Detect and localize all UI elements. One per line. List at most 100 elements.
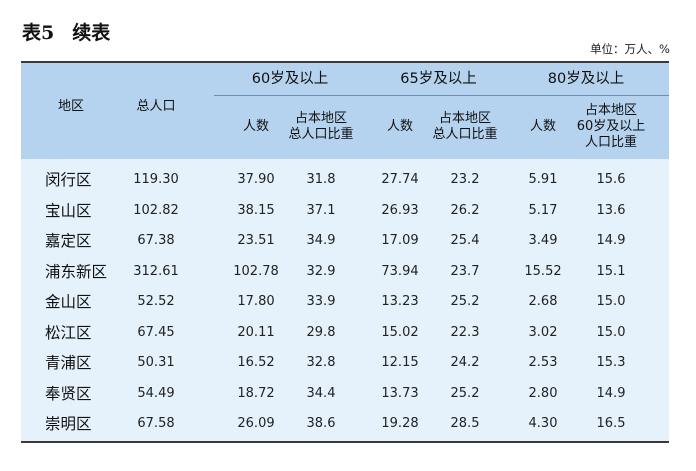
header-share-80: 占本地区 60岁及以上 人口比重 xyxy=(569,103,653,151)
cell-share-60: 31.8 xyxy=(306,172,336,187)
header-count-65: 人数 xyxy=(386,119,413,134)
cell-total-population: 67.38 xyxy=(137,233,175,248)
cell-count-65: 13.73 xyxy=(381,385,419,401)
header-share-60-line2: 总人口比重 xyxy=(288,127,354,142)
table-row: 金山区 52.52 17.80 33.9 13.23 25.2 2.68 15.0 xyxy=(21,287,669,318)
header-share-65: 占本地区 总人口比重 xyxy=(426,111,504,143)
cell-count-80: 2.68 xyxy=(528,294,558,309)
cell-total-population: 52.52 xyxy=(137,294,175,309)
cell-share-80: 15.1 xyxy=(596,263,626,279)
cell-district: 松江区 xyxy=(45,323,92,342)
table-row: 浦东新区 312.61 102.78 32.9 73.94 23.7 15.52 15.1 xyxy=(21,257,669,288)
data-table: 地区 总人口 60岁及以上 65岁及以上 80岁及以上 人数 占本地区 总人口比… xyxy=(21,61,669,443)
cell-share-65: 28.5 xyxy=(450,416,480,431)
table-row: 崇明区 67.58 26.09 38.6 19.28 28.5 4.30 16.5 xyxy=(21,409,669,440)
cell-share-60: 32.9 xyxy=(306,263,336,279)
cell-count-65: 15.02 xyxy=(381,324,419,340)
cell-count-80: 3.49 xyxy=(528,233,558,248)
cell-share-80: 15.0 xyxy=(596,324,626,340)
cell-total-population: 54.49 xyxy=(137,385,175,401)
cell-total-population: 67.45 xyxy=(137,324,175,340)
cell-share-60: 34.9 xyxy=(306,233,336,248)
header-divider xyxy=(214,95,669,96)
cell-share-80: 15.6 xyxy=(596,172,626,187)
cell-count-80: 3.02 xyxy=(528,324,558,340)
cell-district: 闵行区 xyxy=(45,171,92,189)
cell-count-80: 2.80 xyxy=(528,385,558,401)
cell-share-65: 25.4 xyxy=(450,233,480,248)
cell-count-60: 26.09 xyxy=(237,416,275,431)
cell-count-80: 5.91 xyxy=(528,172,558,187)
cell-share-80: 14.9 xyxy=(596,385,626,401)
cell-share-60: 32.8 xyxy=(306,355,336,370)
cell-share-60: 38.6 xyxy=(306,416,336,431)
table-row: 嘉定区 67.38 23.51 34.9 17.09 25.4 3.49 14.9 xyxy=(21,226,669,257)
cell-count-60: 38.15 xyxy=(237,202,275,218)
cell-count-80: 5.17 xyxy=(528,202,558,218)
cell-share-65: 23.2 xyxy=(450,172,480,187)
table-title-text: 续表 xyxy=(72,22,111,44)
cell-total-population: 102.82 xyxy=(133,202,179,218)
cell-count-60: 20.11 xyxy=(237,324,275,340)
table-row: 青浦区 50.31 16.52 32.8 12.15 24.2 2.53 15.3 xyxy=(21,348,669,379)
cell-share-60: 34.4 xyxy=(306,385,336,401)
cell-count-65: 26.93 xyxy=(381,202,419,218)
cell-share-65: 25.2 xyxy=(450,385,480,401)
header-region: 地区 xyxy=(57,99,84,114)
cell-share-65: 26.2 xyxy=(450,202,480,218)
header-share-80-line2: 60岁及以上 xyxy=(576,119,646,134)
cell-share-60: 33.9 xyxy=(306,294,336,309)
cell-share-80: 15.3 xyxy=(596,355,626,370)
cell-count-65: 27.74 xyxy=(381,172,419,187)
cell-count-65: 19.28 xyxy=(381,416,419,431)
cell-share-60: 37.1 xyxy=(306,202,336,218)
cell-count-60: 23.51 xyxy=(237,233,275,248)
table-title: 表5 续表 xyxy=(22,18,110,45)
cell-count-60: 16.52 xyxy=(237,355,275,370)
cell-count-60: 17.80 xyxy=(237,294,275,309)
header-share-65-line2: 总人口比重 xyxy=(432,127,498,142)
header-share-60: 占本地区 总人口比重 xyxy=(283,111,359,143)
cell-district: 奉贤区 xyxy=(45,384,92,403)
header-share-65-line1: 占本地区 xyxy=(438,111,491,126)
table-number: 表5 xyxy=(22,22,55,44)
cell-count-60: 18.72 xyxy=(237,385,275,401)
cell-district: 嘉定区 xyxy=(45,232,92,250)
header-share-80-line3: 人口比重 xyxy=(584,135,637,150)
header-count-80: 人数 xyxy=(529,119,556,134)
cell-count-80: 4.30 xyxy=(528,416,558,431)
cell-total-population: 312.61 xyxy=(133,263,179,279)
cell-district: 崇明区 xyxy=(45,415,92,433)
header-group-65: 65岁及以上 xyxy=(400,71,477,87)
cell-share-80: 16.5 xyxy=(596,416,626,431)
header-share-80-line1: 占本地区 xyxy=(584,103,637,118)
table-row: 奉贤区 54.49 18.72 34.4 13.73 25.2 2.80 14.9 xyxy=(21,379,669,410)
table-row: 松江区 67.45 20.11 29.8 15.02 22.3 3.02 15.0 xyxy=(21,318,669,349)
cell-count-65: 13.23 xyxy=(381,294,419,309)
cell-district: 浦东新区 xyxy=(45,262,108,281)
cell-count-80: 15.52 xyxy=(524,263,562,279)
cell-share-80: 15.0 xyxy=(596,294,626,309)
unit-label: 单位：万人、% xyxy=(590,42,670,56)
header-count-60: 人数 xyxy=(242,119,269,134)
cell-count-65: 17.09 xyxy=(381,233,419,248)
cell-share-80: 13.6 xyxy=(596,202,626,218)
cell-district: 金山区 xyxy=(45,293,92,311)
cell-share-65: 24.2 xyxy=(450,355,480,370)
cell-count-80: 2.53 xyxy=(528,355,558,370)
cell-count-65: 73.94 xyxy=(381,263,419,279)
cell-district: 青浦区 xyxy=(45,354,92,372)
table-row: 宝山区 102.82 38.15 37.1 26.93 26.2 5.17 13.6 xyxy=(21,196,669,227)
cell-share-65: 23.7 xyxy=(450,263,480,279)
header-group-60: 60岁及以上 xyxy=(251,71,329,87)
table-header: 地区 总人口 60岁及以上 65岁及以上 80岁及以上 人数 占本地区 总人口比… xyxy=(21,63,669,159)
cell-count-60: 37.90 xyxy=(237,172,275,187)
header-share-60-line1: 占本地区 xyxy=(294,111,347,126)
cell-share-80: 14.9 xyxy=(596,233,626,248)
cell-total-population: 119.30 xyxy=(133,172,179,187)
cell-district: 宝山区 xyxy=(45,201,92,220)
cell-share-65: 25.2 xyxy=(450,294,480,309)
cell-total-population: 50.31 xyxy=(137,355,175,370)
cell-count-60: 102.78 xyxy=(233,263,279,279)
cell-total-population: 67.58 xyxy=(137,416,175,431)
